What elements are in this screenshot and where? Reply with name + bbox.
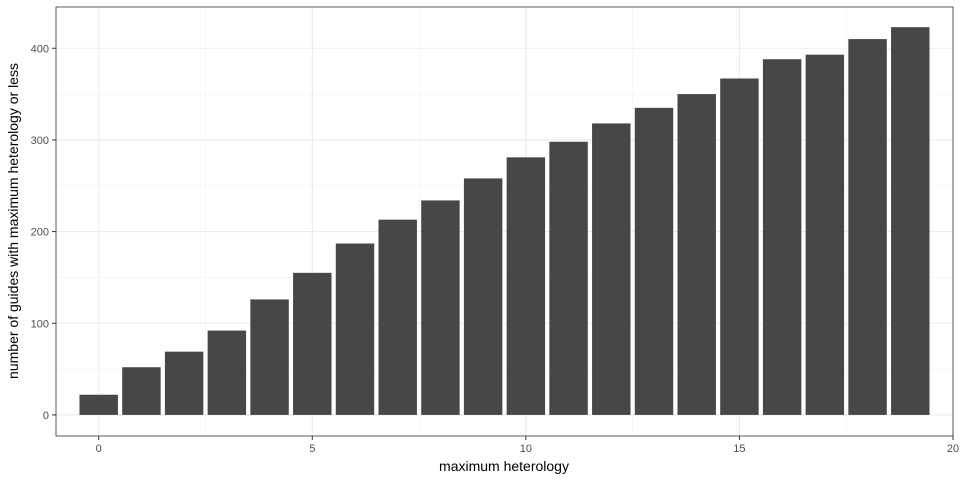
- bar: [463, 178, 503, 415]
- bar: [122, 367, 161, 415]
- bar: [250, 299, 289, 415]
- x-axis-title: maximum heterology: [439, 458, 569, 474]
- bar: [421, 200, 460, 415]
- bar: [891, 27, 930, 415]
- bar: [207, 330, 247, 415]
- x-tick-label: 20: [947, 443, 959, 455]
- x-tick-label: 5: [309, 443, 315, 455]
- bar: [805, 54, 845, 415]
- bar: [592, 123, 631, 415]
- bar: [335, 243, 375, 415]
- bar: [677, 94, 716, 415]
- y-tick-label: 200: [31, 227, 49, 239]
- bar: [79, 394, 118, 415]
- y-tick-label: 300: [31, 135, 49, 147]
- minor-gridlines: [56, 7, 953, 436]
- y-axis-title: number of guides with maximum heterology…: [5, 63, 21, 379]
- bar: [164, 351, 204, 415]
- x-tick-label: 15: [733, 443, 745, 455]
- x-axis: 0 5 10 15 20: [96, 436, 959, 455]
- bar: [549, 141, 588, 415]
- x-tick-label: 0: [96, 443, 102, 455]
- bar: [848, 39, 887, 415]
- bars: [79, 27, 930, 415]
- plot-panel-border: [55, 6, 954, 437]
- y-tick-label: 400: [31, 43, 49, 55]
- x-tick-label: 10: [520, 443, 532, 455]
- bar: [506, 157, 546, 415]
- bar: [293, 272, 332, 415]
- y-tick-label: 0: [43, 410, 49, 422]
- bar: [720, 78, 759, 415]
- bar: [378, 219, 417, 415]
- y-tick-label: 100: [31, 318, 49, 330]
- y-axis: 0 100 200 300 400: [31, 43, 56, 422]
- bar: [634, 107, 674, 415]
- bar: [762, 59, 802, 415]
